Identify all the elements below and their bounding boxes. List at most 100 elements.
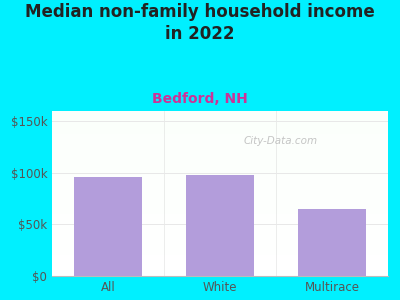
Bar: [52, 256, 388, 257]
Bar: [52, 238, 388, 239]
Bar: [52, 111, 54, 276]
Bar: [52, 230, 388, 231]
Bar: [52, 219, 388, 220]
Bar: [52, 243, 388, 244]
Bar: [52, 111, 54, 276]
Bar: [52, 111, 54, 276]
Bar: [52, 174, 388, 175]
Bar: [52, 122, 388, 123]
Bar: [52, 111, 54, 276]
Bar: [52, 111, 54, 276]
Bar: [52, 111, 54, 276]
Bar: [52, 172, 388, 174]
Bar: [52, 111, 54, 276]
Bar: [52, 206, 388, 207]
Bar: [52, 111, 54, 276]
Bar: [52, 111, 54, 276]
Bar: [52, 111, 54, 276]
Bar: [52, 111, 54, 276]
Bar: [52, 186, 388, 187]
Bar: [52, 111, 54, 276]
Bar: [52, 111, 54, 276]
Bar: [52, 261, 388, 262]
Bar: [52, 168, 388, 169]
Bar: [52, 226, 388, 228]
Bar: [52, 120, 388, 121]
Bar: [52, 111, 54, 276]
Bar: [52, 257, 388, 258]
Bar: [52, 184, 388, 185]
Bar: [52, 265, 388, 266]
Bar: [52, 178, 388, 179]
Bar: [52, 189, 388, 190]
Bar: [52, 124, 388, 125]
Text: City-Data.com: City-Data.com: [244, 136, 318, 146]
Bar: [52, 275, 388, 276]
Bar: [52, 111, 54, 276]
Bar: [52, 111, 54, 276]
Bar: [52, 111, 54, 276]
Bar: [52, 244, 388, 245]
Bar: [52, 111, 54, 276]
Bar: [52, 155, 388, 156]
Bar: [52, 111, 54, 276]
Bar: [52, 111, 54, 276]
Bar: [52, 225, 388, 226]
Bar: [52, 133, 388, 134]
Bar: [52, 111, 54, 276]
Bar: [52, 111, 54, 276]
Bar: [52, 111, 54, 276]
Bar: [52, 111, 54, 276]
Bar: [52, 111, 54, 276]
Bar: [52, 111, 54, 276]
Bar: [52, 274, 388, 275]
Bar: [52, 160, 388, 162]
Bar: [52, 111, 54, 276]
Bar: [52, 246, 388, 247]
Bar: [52, 271, 388, 272]
Bar: [52, 151, 388, 152]
Bar: [52, 223, 388, 224]
Bar: [52, 229, 388, 230]
Bar: [52, 111, 54, 276]
Bar: [52, 211, 388, 212]
Bar: [52, 111, 54, 276]
Bar: [52, 111, 54, 276]
Bar: [52, 118, 388, 119]
Bar: [52, 111, 54, 276]
Bar: [52, 111, 54, 276]
Bar: [52, 231, 388, 232]
Bar: [52, 136, 388, 137]
Bar: [52, 111, 54, 276]
Bar: [52, 233, 388, 234]
Bar: [52, 152, 388, 153]
Bar: [52, 253, 388, 254]
Bar: [52, 114, 388, 116]
Bar: [52, 111, 54, 276]
Bar: [52, 111, 54, 276]
Bar: [52, 234, 388, 235]
Bar: [52, 273, 388, 274]
Bar: [52, 203, 388, 205]
Bar: [52, 111, 54, 276]
Bar: [52, 111, 54, 276]
Bar: [52, 260, 388, 261]
Bar: [52, 111, 54, 276]
Bar: [52, 208, 388, 209]
Bar: [52, 111, 54, 276]
Bar: [52, 111, 54, 276]
Bar: [52, 119, 388, 120]
Bar: [52, 131, 388, 132]
Bar: [52, 176, 388, 177]
Bar: [52, 111, 54, 276]
Bar: [52, 111, 54, 276]
Bar: [52, 111, 54, 276]
Bar: [52, 111, 54, 276]
Bar: [52, 111, 54, 276]
Bar: [52, 128, 388, 129]
Bar: [52, 111, 54, 276]
Bar: [52, 111, 54, 276]
Bar: [52, 111, 54, 276]
Bar: [52, 255, 388, 256]
Bar: [52, 235, 388, 236]
